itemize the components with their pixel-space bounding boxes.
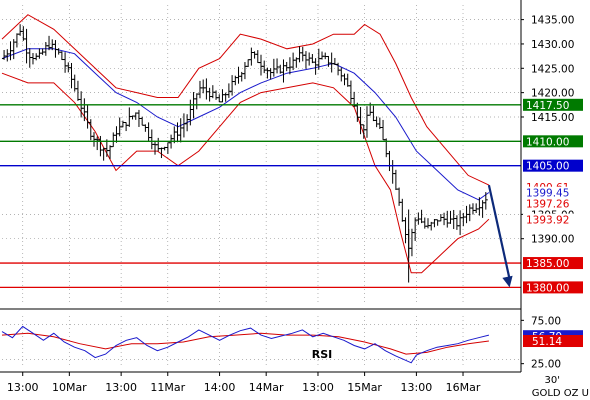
price-axis-label: 1415.00 [531, 112, 574, 124]
level-tag-label: 1405.00 [526, 161, 569, 173]
level-tag-label: 1380.00 [526, 282, 569, 294]
axes [0, 0, 522, 373]
rsi-line [1, 325, 490, 364]
price-axis-label: 1435.00 [531, 15, 574, 27]
price-axis: 1390.001395.001415.001420.001425.001430.… [521, 15, 574, 246]
value-tag-bg [523, 197, 583, 210]
value-tag-label: 1393.92 [526, 215, 569, 227]
price-grid [2, 5, 521, 302]
forecast-arrow-shaft [487, 184, 511, 280]
level-tag [523, 257, 583, 270]
level-tag-label: 1417.50 [526, 100, 569, 112]
rsi-value-tag [523, 335, 583, 348]
rsi-value-tag-label: 51.14 [532, 336, 562, 348]
level-tag [523, 159, 583, 172]
bollinger-upper-line [1, 14, 490, 186]
timeframe-label: 30' [545, 375, 560, 386]
price-axis-label: 1430.00 [531, 39, 574, 51]
rsi-panel-label: RSI [312, 348, 333, 361]
value-tags: 1417.501410.001405.001385.001380.001400.… [523, 98, 583, 348]
instrument-label: GOLD OZ U [532, 388, 589, 399]
bollinger-lower-line [1, 72, 490, 274]
rsi-axis-label: 75.00 [531, 315, 561, 327]
time-axis-label: 13:00 [7, 381, 39, 394]
time-axis-label: 14Mar [249, 381, 284, 394]
level-tag-label: 1385.00 [526, 258, 569, 270]
rsi-series [1, 325, 490, 364]
level-tag-label: 1410.00 [526, 136, 569, 148]
price-axis-label: 1425.00 [531, 63, 574, 75]
time-axis: 13:00 10Mar 13:00 11Mar 14:00 14Mar 13:00 15Mar… [7, 372, 481, 394]
level-tag [523, 135, 583, 148]
value-tag-label: 1399.45 [526, 188, 569, 200]
time-axis-label: 13:00 [401, 381, 433, 394]
value-tag-label: 1397.26 [526, 198, 570, 210]
rsi-axis: 25.00 75.00 [521, 315, 561, 371]
level-tag [523, 281, 583, 294]
time-axis-label: 15Mar [347, 381, 382, 394]
time-axis-label: 10Mar [52, 381, 87, 394]
value-tag-bg [523, 213, 583, 226]
time-axis-label: 13:00 [105, 381, 137, 394]
time-axis-label: 13:00 [302, 381, 334, 394]
level-lines [0, 104, 521, 289]
time-axis-label: 11Mar [150, 381, 185, 394]
value-tag-bg [523, 186, 583, 199]
rsi-grid [2, 316, 521, 368]
rsi-axis-label: 25.00 [531, 359, 561, 371]
price-axis-label: 1390.00 [531, 234, 574, 246]
level-tag [523, 98, 583, 111]
moving-average-line [1, 48, 490, 201]
price-axis-label: 1420.00 [531, 88, 574, 100]
forecast-arrow-head [502, 275, 513, 288]
time-axis-label: 14:00 [204, 381, 236, 394]
price-series [1, 14, 490, 283]
time-axis-label: 16Mar [446, 381, 481, 394]
rsi-signal-line [1, 332, 489, 355]
